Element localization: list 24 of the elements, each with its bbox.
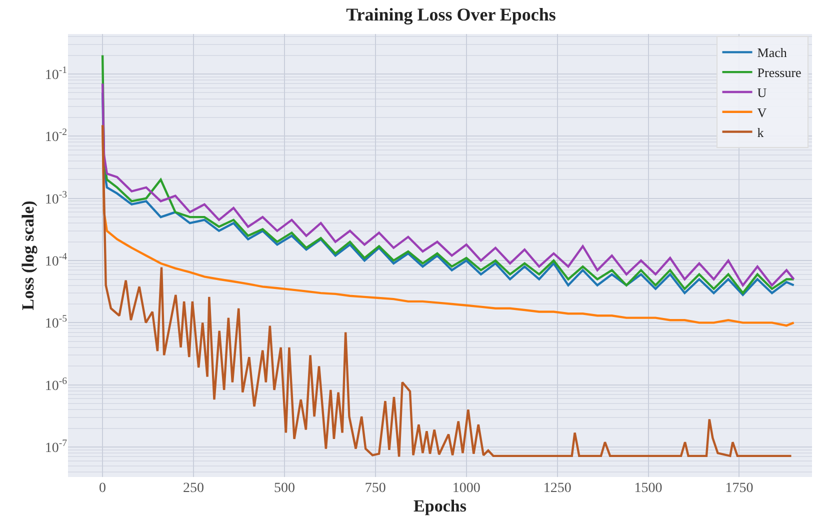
x-tick-label: 1000 bbox=[452, 481, 480, 496]
legend-label: Pressure bbox=[757, 65, 802, 80]
x-tick-label: 1250 bbox=[543, 481, 572, 496]
x-axis-title: Epochs bbox=[414, 496, 467, 516]
y-tick-label: 10$^{-5}$ bbox=[44, 314, 68, 332]
chart-title: Training Loss Over Epochs bbox=[346, 4, 556, 24]
legend-label: V bbox=[757, 104, 768, 120]
x-tick-label: 500 bbox=[274, 481, 295, 496]
legend-label: U bbox=[757, 85, 768, 100]
y-tick-label: 10$^{-4}$ bbox=[44, 252, 68, 270]
y-tick-label: 10$^{-6}$ bbox=[44, 376, 68, 394]
x-tick-label: 1500 bbox=[634, 481, 662, 496]
x-tick-label: 750 bbox=[364, 481, 386, 496]
y-tick-label: 10$^{-2}$ bbox=[44, 127, 68, 146]
line-series bbox=[101, 124, 792, 458]
x-tick-label: 0 bbox=[99, 481, 106, 496]
y-tick-label: 10$^{-1}$ bbox=[44, 65, 68, 83]
legend-label: k bbox=[757, 124, 764, 140]
legend-label: Mach bbox=[757, 45, 788, 60]
y-tick-label: 10$^{-7}$ bbox=[44, 438, 68, 456]
x-tick-label: 250 bbox=[183, 481, 204, 496]
y-tick-label: 10$^{-3}$ bbox=[44, 189, 68, 208]
x-tick-label: 1750 bbox=[725, 481, 754, 496]
y-axis-title: Loss (log scale) bbox=[18, 200, 38, 310]
